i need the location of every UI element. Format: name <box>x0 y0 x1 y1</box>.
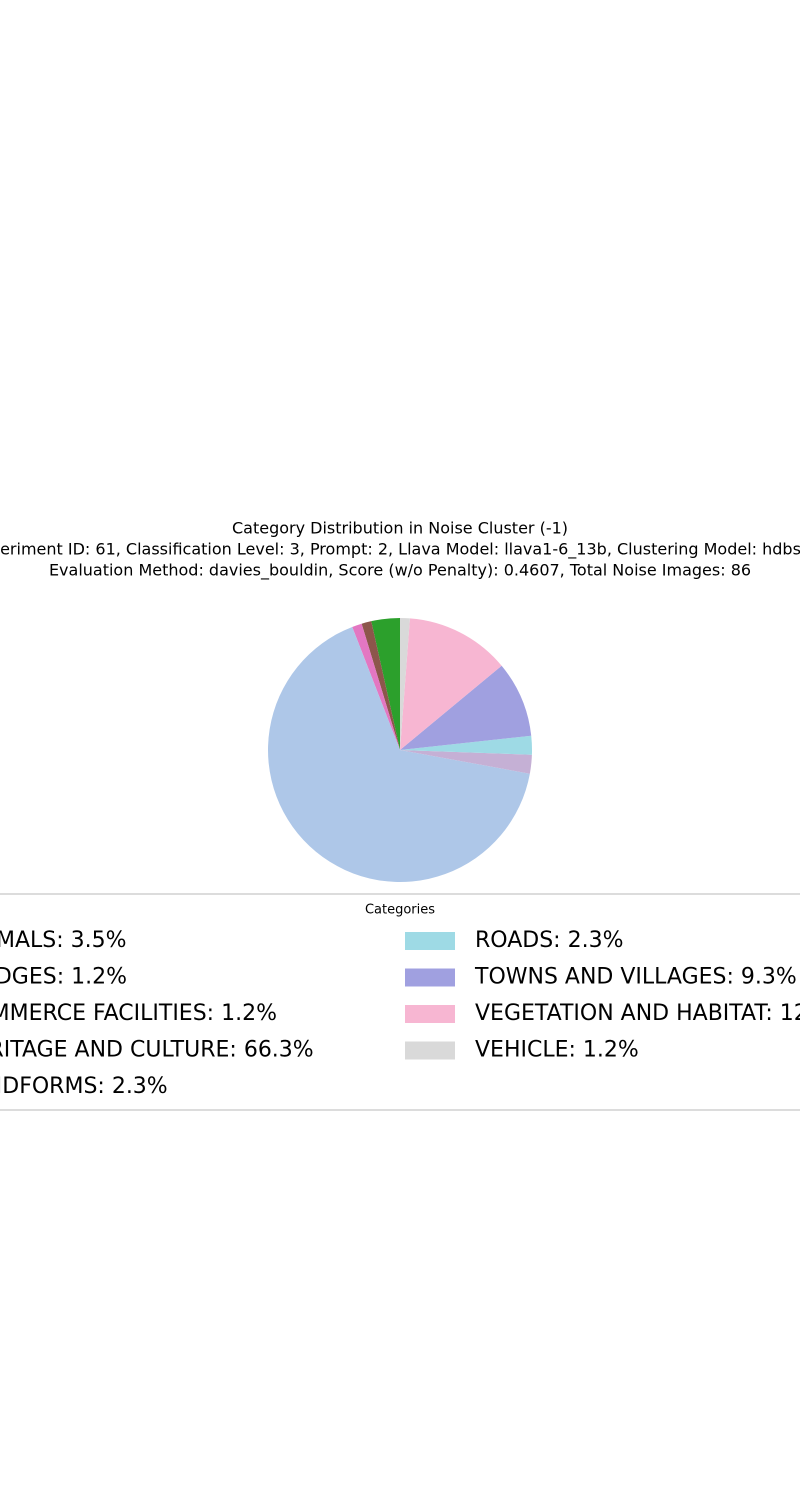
chart-subtitle: Experiment ID: 61, Classification Level:… <box>0 540 800 560</box>
chart-title: Category Distribution in Noise Cluster (… <box>232 519 568 538</box>
legend-label: ANIMALS: 3.5% <box>0 928 127 953</box>
pie-slice <box>361 621 400 750</box>
legend-label: BRIDGES: 1.2% <box>0 965 127 990</box>
legend-label: TOWNS AND VILLAGES: 9.3% <box>474 965 797 990</box>
pie-slice <box>400 750 532 774</box>
legend-swatch <box>405 968 455 987</box>
pie-slice <box>400 665 532 750</box>
legend-label: LANDFORMS: 2.3% <box>0 1074 168 1099</box>
legend-swatch <box>405 1041 455 1060</box>
legend-label: COMMERCE FACILITIES: 1.2% <box>0 1001 277 1026</box>
chart-subtitle: Evaluation Method: davies_bouldin, Score… <box>49 561 751 581</box>
legend-label: HERITAGE AND CULTURE: 66.3% <box>0 1038 314 1063</box>
pie-slice <box>268 626 530 882</box>
legend-label: VEHICLE: 1.2% <box>475 1038 639 1063</box>
legend-swatch <box>405 1005 455 1023</box>
pie-slice <box>352 623 400 750</box>
pie-slice <box>371 618 400 750</box>
pie-slice <box>400 735 533 755</box>
pie-slice <box>400 618 410 750</box>
legend-label: ROADS: 2.3% <box>475 928 623 953</box>
legend-label: VEGETATION AND HABITAT: 12.8% <box>475 1001 800 1026</box>
legend-swatch <box>405 932 455 950</box>
pie-slice <box>400 618 502 750</box>
legend-title: Categories <box>365 903 435 918</box>
